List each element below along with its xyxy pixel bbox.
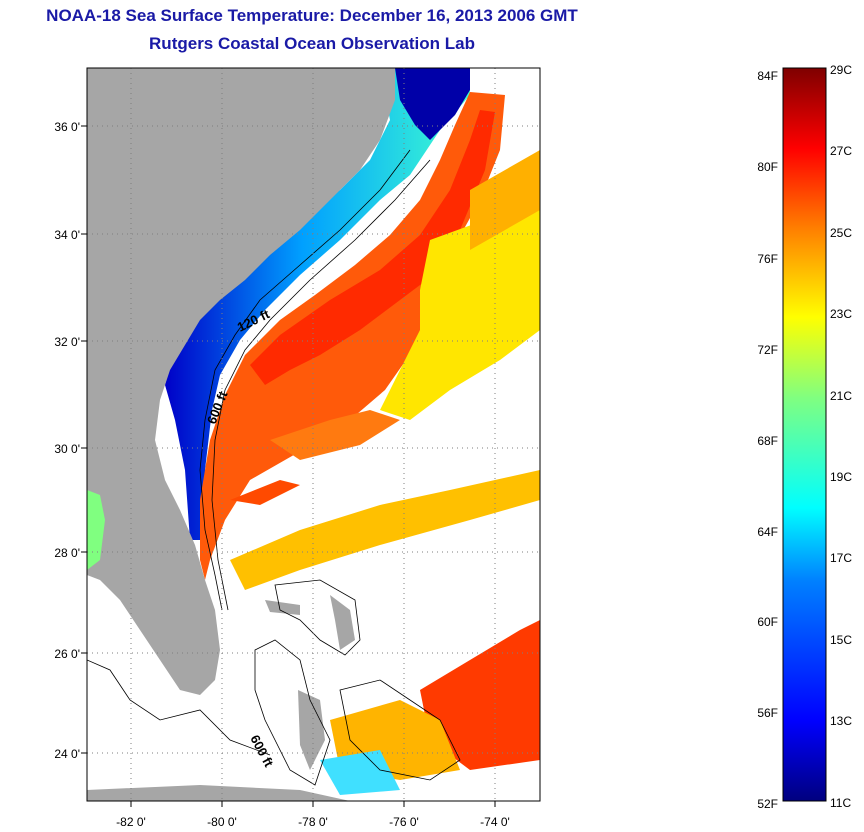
warm-filament-2 <box>230 480 300 505</box>
land-southeast-us <box>87 68 395 695</box>
colorbar-f-label: 52F <box>757 797 778 811</box>
colorbar-c-label: 23C <box>830 307 852 321</box>
colorbar-f-label: 64F <box>757 525 778 539</box>
isobath-bahamas-1 <box>254 639 331 786</box>
colorbar-c-label: 29C <box>830 63 852 77</box>
colorbar-gradient <box>782 67 827 802</box>
land-grand-bahama <box>265 600 300 615</box>
lat-tick-label: 36 0' <box>54 120 80 134</box>
map-title: NOAA-18 Sea Surface Temperature: Decembe… <box>46 6 578 25</box>
map-subtitle: Rutgers Coastal Ocean Observation Lab <box>149 34 475 53</box>
shelf-cool-water <box>165 68 470 540</box>
isobath-120ft <box>199 149 411 611</box>
lat-tick-label: 30 0' <box>54 442 80 456</box>
colorbar-f-label: 72F <box>757 343 778 357</box>
lat-tick-label: 28 0' <box>54 546 80 560</box>
lat-tick-label: 26 0' <box>54 647 80 661</box>
colorbar-c-label: 15C <box>830 633 852 647</box>
temperature-colorbar: 84F 80F 76F 72F 68F 64F 60F 56F 52F 29C … <box>757 63 852 811</box>
colorbar-c-label: 21C <box>830 389 852 403</box>
cool-southeast-patch <box>320 750 400 795</box>
isobath-bahamas-3 <box>339 679 461 781</box>
colorbar-f-label: 56F <box>757 706 778 720</box>
colorbar-f-label: 84F <box>757 69 778 83</box>
land-bahamas-abaco <box>330 595 355 650</box>
warm-southeast-patch <box>420 620 540 770</box>
warm-orange-offshore <box>470 150 540 250</box>
colorbar-c-label: 27C <box>830 144 852 158</box>
lon-tick-label: -80 0' <box>207 815 237 829</box>
map-axes: -82 0' -80 0' -78 0' -76 0' -74 0' 36 0'… <box>54 120 509 829</box>
colorbar-c-label: 19C <box>830 470 852 484</box>
isobath-600ft <box>211 159 431 611</box>
colorbar-f-label: 68F <box>757 434 778 448</box>
map-plot-area: 120 ft 600 ft 600 ft <box>87 68 540 801</box>
isobath-bahamas-2 <box>274 579 361 656</box>
colorbar-f-label: 76F <box>757 252 778 266</box>
warm-yellow-offshore <box>380 200 540 420</box>
colorbar-f-label: 80F <box>757 160 778 174</box>
lat-tick-label: 34 0' <box>54 228 80 242</box>
colorbar-c-label: 13C <box>830 714 852 728</box>
lon-tick-label: -76 0' <box>389 815 419 829</box>
colorbar-c-label: 17C <box>830 551 852 565</box>
lon-tick-label: -82 0' <box>116 815 146 829</box>
land-gulf-notch <box>87 490 105 570</box>
colorbar-c-label: 25C <box>830 226 852 240</box>
lat-tick-label: 32 0' <box>54 335 80 349</box>
colorbar-f-label: 60F <box>757 615 778 629</box>
land-keys <box>87 785 350 801</box>
lat-tick-label: 24 0' <box>54 747 80 761</box>
lon-tick-label: -74 0' <box>480 815 510 829</box>
lon-tick-label: -78 0' <box>298 815 328 829</box>
lat-lon-grid <box>87 68 540 801</box>
gulf-stream-warm <box>200 92 505 580</box>
isobath-gulf <box>87 659 271 756</box>
colorbar-c-label: 11C <box>830 796 851 810</box>
gulf-stream-core <box>250 110 495 385</box>
shelf-dark-blue-north <box>395 68 470 140</box>
warm-filament-3 <box>230 470 540 590</box>
land-bahamas-andros <box>298 690 325 770</box>
